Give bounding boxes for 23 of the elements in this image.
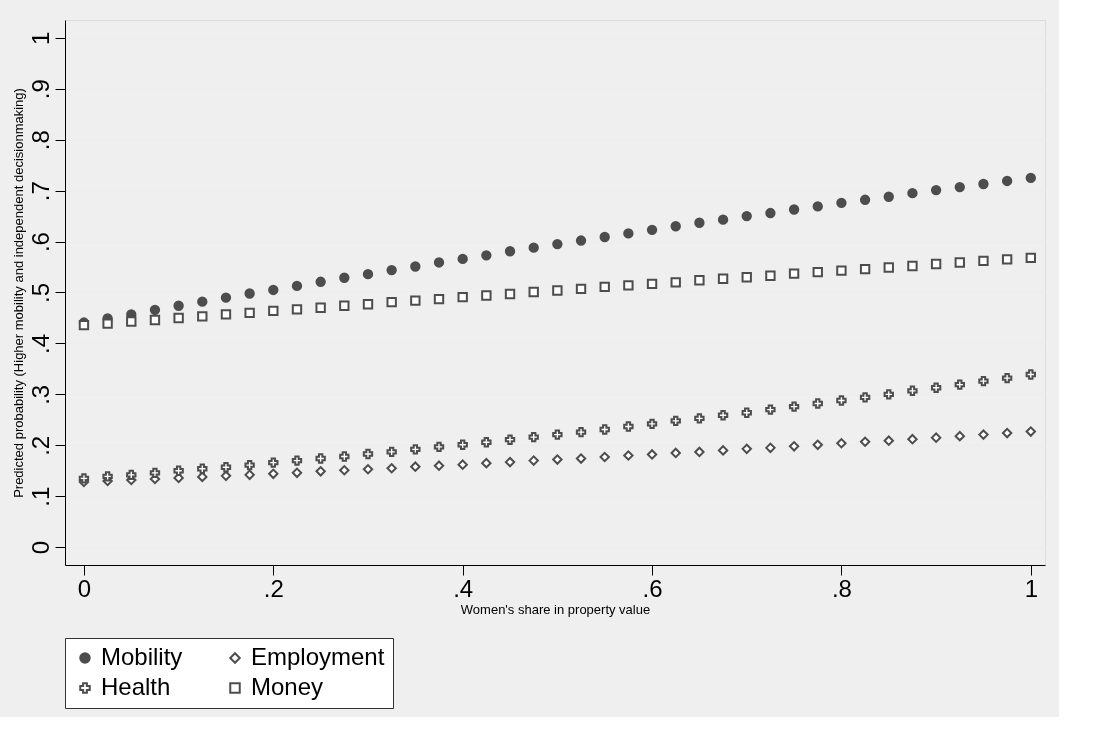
y-tick-label: .1 bbox=[26, 486, 54, 507]
legend-label: Mobility bbox=[101, 643, 183, 670]
y-tick-label: .9 bbox=[26, 79, 54, 100]
legend-label: Employment bbox=[251, 643, 385, 670]
y-tick-label: 1 bbox=[26, 31, 54, 46]
y-tick-label: 0 bbox=[26, 540, 54, 555]
y-tick-label: .5 bbox=[26, 282, 54, 304]
y-tick-label: .6 bbox=[26, 232, 54, 253]
x-tick-label: 0 bbox=[77, 574, 92, 602]
x-tick-label: .2 bbox=[263, 574, 284, 602]
legend-label: Health bbox=[101, 673, 171, 700]
y-tick-label: .4 bbox=[26, 333, 54, 354]
y-tick-label: .2 bbox=[26, 435, 54, 456]
legend-label: Money bbox=[251, 673, 324, 700]
x-tick-label: 1 bbox=[1024, 574, 1038, 602]
x-tick-label: .6 bbox=[642, 574, 663, 602]
y-axis-title: Predicted probability (Higher mobility and independent decisionmaking) bbox=[10, 88, 26, 498]
y-tick-label: .3 bbox=[26, 384, 54, 405]
x-tick-label: .4 bbox=[453, 574, 474, 602]
x-tick-label: .8 bbox=[831, 574, 852, 602]
y-tick-label: .7 bbox=[26, 181, 54, 202]
x-axis-title: Women's share in property value bbox=[460, 601, 651, 617]
y-tick-label: .8 bbox=[26, 130, 54, 151]
